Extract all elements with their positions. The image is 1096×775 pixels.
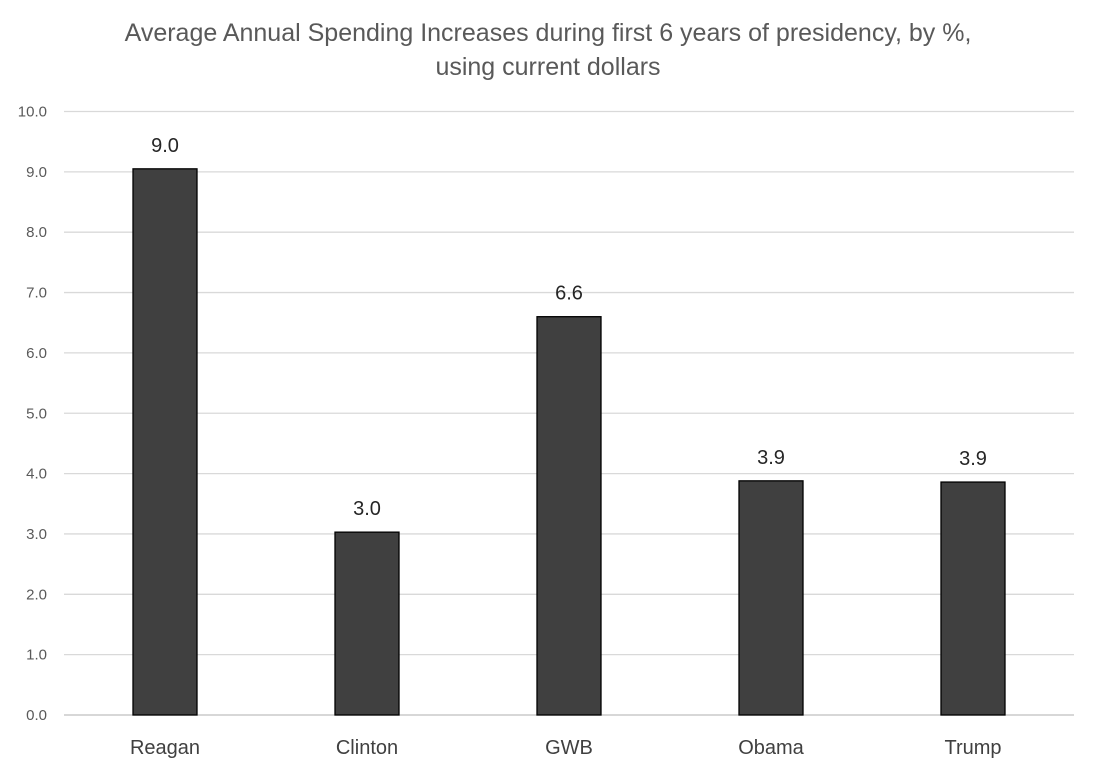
category-label-obama: Obama (738, 737, 804, 759)
y-tick-label: 1.0 (26, 647, 47, 664)
data-label-obama: 3.9 (757, 447, 785, 469)
bars (132, 168, 1006, 716)
y-tick-label: 8.0 (26, 224, 47, 241)
bar-clinton (334, 531, 400, 716)
category-label-reagan: Reagan (130, 737, 200, 759)
y-tick-label: 5.0 (26, 405, 47, 422)
y-tick-label: 2.0 (26, 586, 47, 603)
category-label-trump: Trump (944, 737, 1001, 759)
y-tick-label: 9.0 (26, 164, 47, 181)
data-label-reagan: 9.0 (151, 135, 179, 157)
category-label-clinton: Clinton (336, 737, 398, 759)
category-label-gwb: GWB (545, 737, 593, 759)
data-label-trump: 3.9 (959, 448, 987, 470)
y-tick-label: 3.0 (26, 526, 47, 543)
data-label-clinton: 3.0 (353, 498, 381, 520)
data-label-gwb: 6.6 (555, 283, 583, 305)
y-tick-label: 7.0 (26, 285, 47, 302)
y-axis-tick-labels: 0.0 1.0 2.0 3.0 4.0 5.0 6.0 7.0 8.0 9.0 10.0 (18, 104, 47, 725)
x-axis-category-labels: Reagan Clinton GWB Obama Trump (130, 737, 1002, 759)
data-labels: 9.0 3.0 6.6 3.9 3.9 (151, 135, 987, 520)
bar-gwb (536, 316, 602, 716)
y-tick-label: 10.0 (18, 104, 47, 121)
chart-title: Average Annual Spending Increases during… (124, 19, 972, 81)
y-tick-label: 4.0 (26, 466, 47, 483)
bar-trump (940, 481, 1006, 716)
y-tick-label: 0.0 (26, 707, 47, 724)
y-tick-label: 6.0 (26, 345, 47, 362)
bar-obama (738, 480, 804, 716)
bar-reagan (132, 168, 198, 716)
